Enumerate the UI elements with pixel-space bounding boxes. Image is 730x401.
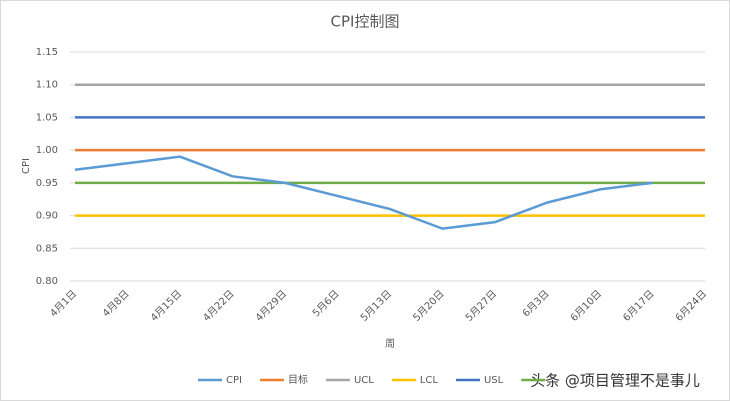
watermark: 头条 @项目管理不是事儿 [530,372,700,390]
series-line [74,155,653,230]
y-tick-label: 1.05 [36,112,58,123]
y-tick-label: 0.80 [36,276,58,287]
chart-title: CPI控制图 [331,13,400,31]
y-tick-label: 1.00 [36,145,58,156]
y-axis-label: CPI [21,158,32,174]
legend-label: CPI [226,375,242,386]
y-tick-label: 1.15 [36,47,58,58]
legend-label: LCL [420,375,439,386]
x-axis-label: 周 [385,338,395,350]
y-tick-label: 0.90 [36,211,58,222]
y-tick-label: 1.10 [36,80,58,91]
y-tick-label: 0.85 [36,243,58,254]
legend-label: USL [484,375,504,386]
legend-label: UCL [354,375,374,386]
legend-label: 目标 [288,374,308,386]
y-tick-label: 0.95 [36,178,58,189]
